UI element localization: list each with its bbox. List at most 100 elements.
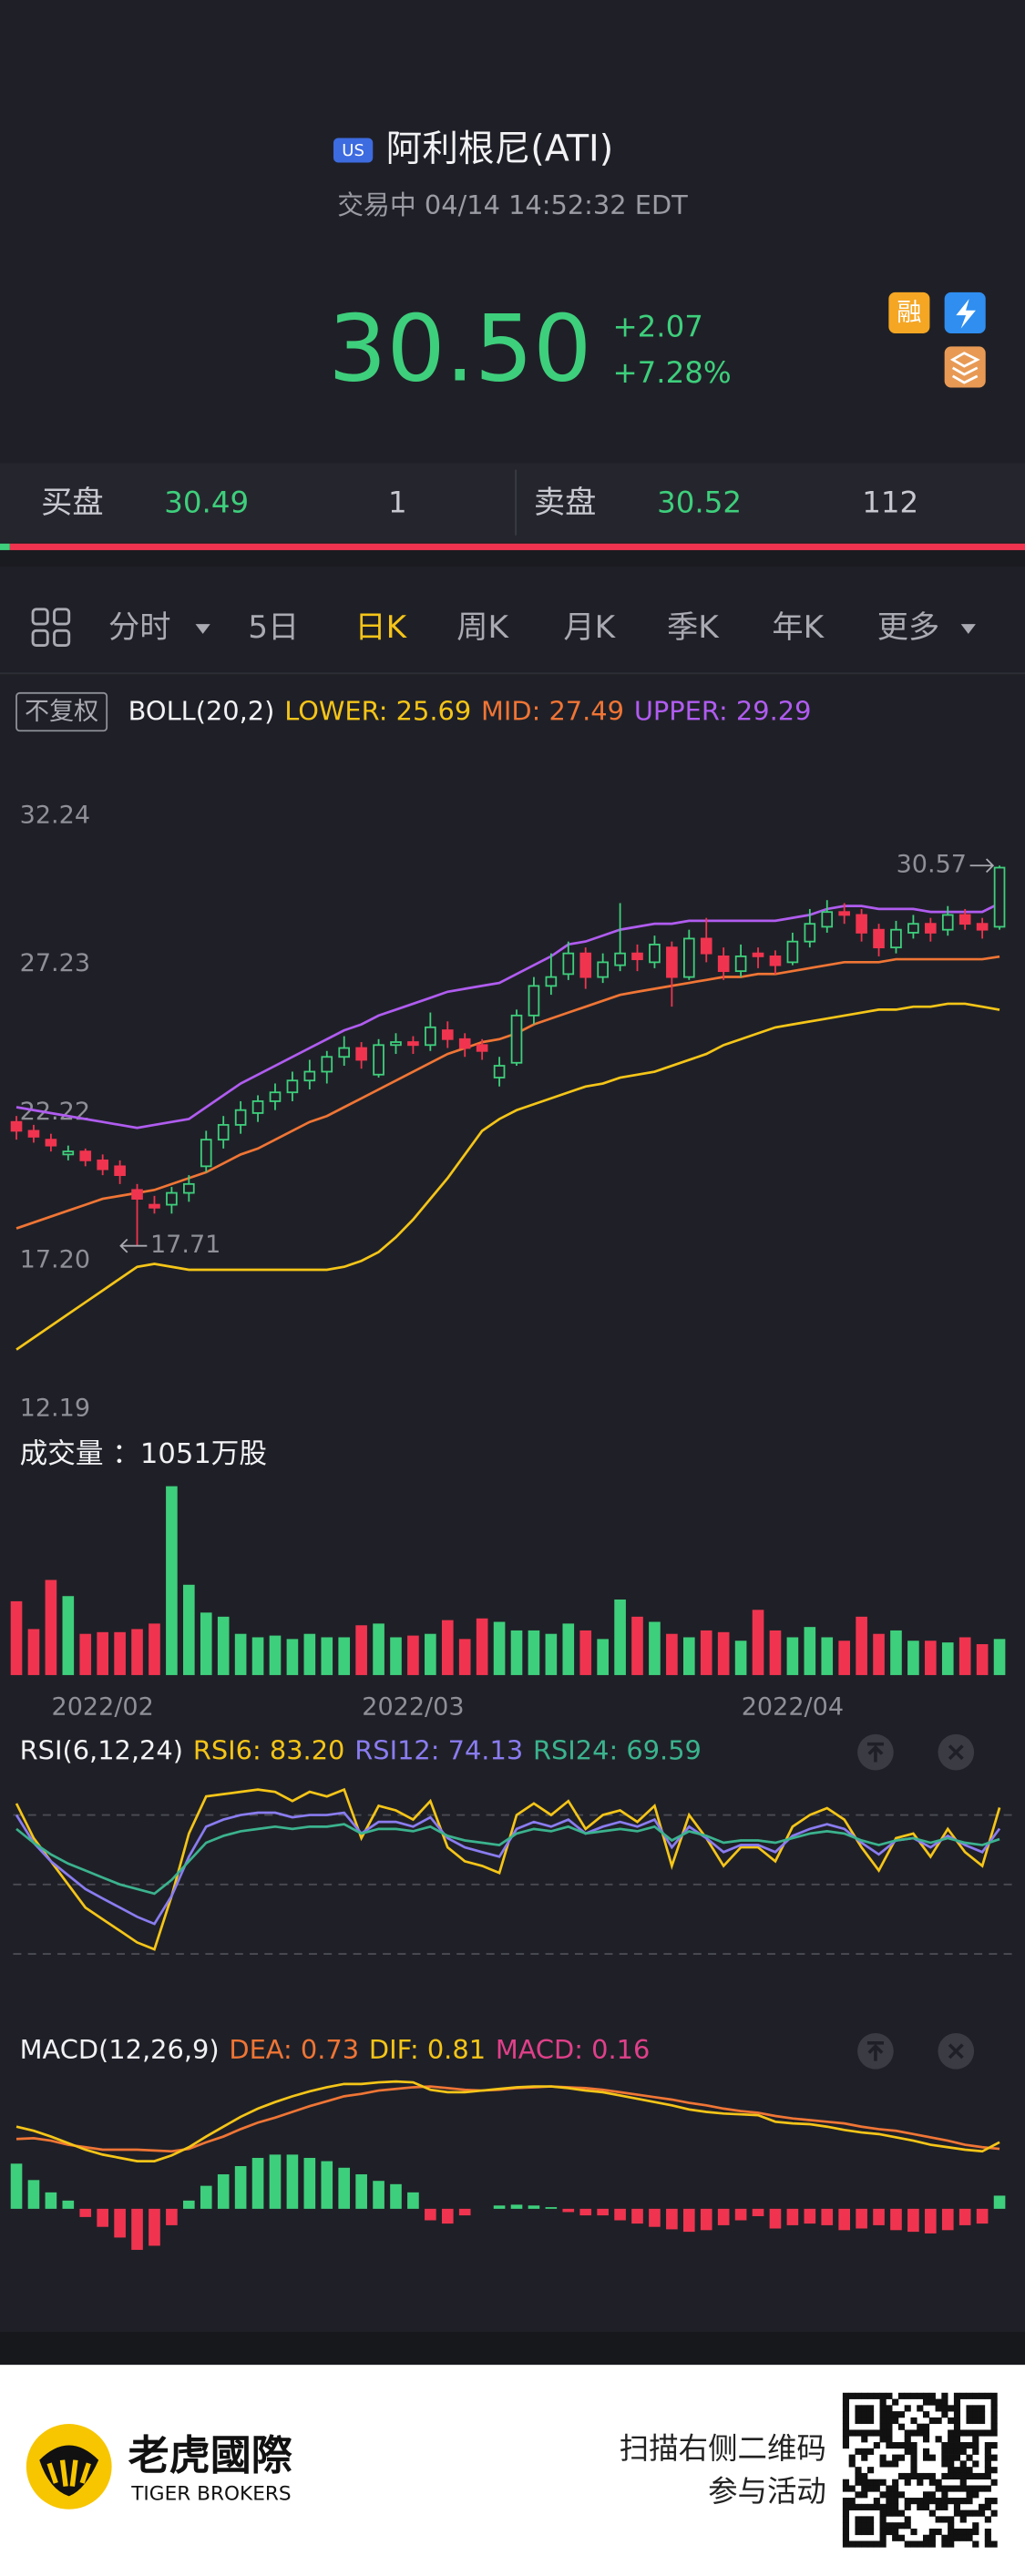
qr-module [904,2405,911,2412]
period-tab[interactable]: 年K [772,609,825,646]
qr-module [842,2417,850,2425]
macd-bar [786,2208,799,2225]
qr-module [953,2454,961,2461]
legend-entry: MACD: 0.16 [496,2034,650,2065]
macd-bar [355,2174,367,2209]
candle-body [562,952,575,976]
candle-body [390,1041,402,1047]
candle-body [321,1056,333,1073]
qr-module [948,2405,955,2412]
qr-module [972,2491,979,2499]
candle-body [958,914,971,925]
qr-module [984,2540,991,2548]
macd-bar [993,2195,1006,2209]
macd-bar [390,2183,402,2209]
high-label: 30.57 [897,851,967,879]
rsi-line [15,1823,1000,1896]
close-button[interactable] [938,1733,975,1771]
qr-module [984,2454,991,2461]
qr-module [886,2405,893,2412]
qr-module [866,2417,875,2425]
volume-bar [682,1637,695,1675]
qr-module [953,2528,961,2536]
qr-module [886,2436,893,2443]
adjust-toggle[interactable] [15,691,108,732]
qr-module [935,2417,942,2425]
qr-module [953,2436,961,2443]
flash-icon [956,299,976,329]
qr-module [892,2479,899,2486]
qr-module [959,2479,967,2486]
pin-button[interactable] [857,2032,894,2070]
low-label: 17.71 [150,1231,220,1259]
qr-module [953,2498,961,2505]
period-tab[interactable]: 分时 [108,609,171,646]
qr-module [953,2429,961,2437]
x-tick-label: 2022/03 [362,1692,464,1721]
layout-icon[interactable] [31,608,71,647]
qr-module [897,2423,906,2430]
volume-bar [321,1637,333,1675]
candle-body [493,1065,506,1078]
qr-module [948,2472,955,2480]
macd-bar [149,2208,160,2246]
qr-module [848,2540,856,2548]
qr-module [873,2503,880,2510]
candle-body [769,955,782,966]
qr-module [855,2479,862,2486]
candle-body [373,1044,384,1076]
bid-price: 30.49 [164,485,249,519]
qr-module [984,2467,991,2474]
qr-module [959,2534,967,2541]
qr-module [972,2448,979,2455]
qr-module [861,2522,868,2530]
qr-module [941,2534,948,2541]
legend-entry: MID: 27.49 [481,695,624,726]
qr-module [959,2528,967,2536]
volume-bar [838,1641,850,1675]
macd-bar [752,2208,764,2216]
qr-module [972,2411,979,2418]
qr-module [990,2540,998,2548]
qr-module [848,2503,856,2510]
qr-module [904,2479,911,2486]
macd-bar [458,2208,471,2216]
qr-module [917,2540,924,2548]
qr-module [966,2392,973,2399]
period-tab[interactable]: 周K [456,609,509,646]
candle-body [890,928,902,949]
period-tab[interactable]: 季K [667,609,720,646]
pin-button[interactable] [857,1733,894,1771]
qr-module [972,2522,979,2530]
boll-line [15,1002,1000,1351]
qr-module [935,2528,942,2536]
margin-badge[interactable] [888,291,930,333]
period-tabs: 分时 5日 日K 周K 月K 季K 年K 更多 [108,609,939,646]
qr-module [948,2485,955,2492]
qr-module [948,2467,955,2474]
period-tab[interactable]: 月K [563,609,616,646]
qr-module [855,2522,862,2530]
y-tick-label: 22.22 [20,1098,90,1126]
qr-module [966,2534,973,2541]
legend-entry: DIF: 0.81 [369,2034,486,2065]
period-tab[interactable]: 更多 [877,609,940,646]
qr-module [966,2528,973,2536]
qr-module [948,2460,955,2468]
macd-bar [234,2166,247,2209]
close-button[interactable] [938,2032,975,2070]
period-tab[interactable]: 日K [354,609,407,646]
qr-module [866,2392,875,2399]
qr-module [866,2429,875,2437]
qr-module [928,2528,936,2536]
macd-bar [700,2208,712,2231]
dropdown-arrow [195,624,210,634]
qr-module [990,2479,998,2486]
qr-module [861,2516,868,2523]
candle-body [873,928,885,949]
period-tab[interactable]: 5日 [248,609,299,646]
high-arrow [969,858,995,874]
qr-module [941,2405,948,2412]
volume-bar [45,1579,57,1675]
qr-module [928,2498,936,2505]
